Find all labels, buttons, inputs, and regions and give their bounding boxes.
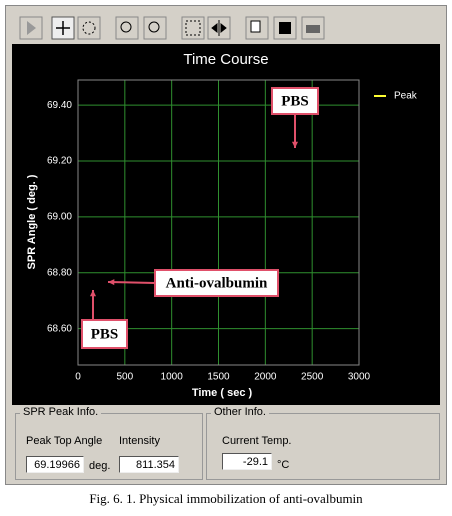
x-tick-label: 2500: [301, 372, 324, 383]
x-tick-label: 500: [116, 372, 133, 383]
x-tick-label: 2000: [254, 372, 277, 383]
play-icon: [27, 21, 36, 35]
plot-background: [12, 44, 440, 405]
panel-title: SPR Peak Info.: [20, 406, 102, 418]
y-tick-label: 69.00: [47, 212, 72, 223]
x-tick-label: 1000: [161, 372, 184, 383]
field-label: Intensity: [119, 435, 160, 447]
x-tick-label: 0: [75, 372, 81, 383]
annotation-arrow: [107, 281, 156, 284]
annotation-arrowhead: [291, 141, 299, 148]
zoom-in-button[interactable]: [143, 16, 167, 40]
panel-title: Other Info.: [211, 406, 269, 418]
y-tick-label: 69.20: [47, 156, 72, 167]
field-label: Peak Top Angle: [26, 435, 103, 447]
y-tick-label: 69.40: [47, 100, 72, 111]
y-tick-label: 68.60: [47, 323, 72, 334]
x-tick-label: 1500: [207, 372, 230, 383]
chart: Time Course Time ( sec ) SPR Angle ( deg…: [12, 12, 440, 405]
field-value: -29.1: [222, 453, 272, 470]
field-label: Current Temp.: [222, 435, 292, 447]
field-unit: °C: [277, 459, 290, 471]
fit-icon: [211, 20, 227, 36]
zoom-area-button[interactable]: [77, 16, 101, 40]
zoom-out-button[interactable]: [115, 16, 139, 40]
legend-label: Peak: [394, 91, 418, 102]
save-icon: [279, 22, 291, 34]
y-tick-label: 68.80: [47, 267, 72, 278]
select-button[interactable]: [181, 16, 205, 40]
annotation-box: [154, 269, 279, 297]
annotation-text: Anti-ovalbumin: [166, 275, 268, 291]
toolbar: [12, 12, 440, 42]
annotation-text: PBS: [91, 326, 119, 342]
y-axis-label: SPR Angle ( deg. ): [26, 174, 38, 269]
zoom-in-icon: [148, 21, 160, 33]
caption: Fig. 6. 1. Physical immobilization of an…: [89, 491, 363, 506]
chart-title: Time Course: [183, 51, 268, 68]
field-value: 69.19966: [26, 456, 84, 473]
pan-icon: [56, 21, 70, 35]
other-panel: [206, 413, 440, 480]
print-icon: [306, 25, 320, 33]
x-tick-label: 3000: [348, 372, 371, 383]
plot-frame: [77, 79, 360, 366]
x-axis-label: Time ( sec ): [192, 387, 253, 399]
field-unit: deg.: [89, 460, 111, 472]
select-icon: [185, 20, 201, 36]
zoom-out-icon: [120, 21, 132, 33]
annotation-arrowhead: [108, 279, 115, 286]
annotation-box: [81, 319, 128, 349]
annotation-box: [271, 87, 319, 115]
field-value: 811.354: [119, 456, 179, 473]
annotation-arrowhead: [89, 290, 97, 297]
annotation-text: PBS: [281, 93, 309, 109]
zoom-area-icon: [82, 21, 96, 35]
copy-icon: [250, 20, 261, 33]
spr-panel: [15, 413, 203, 480]
